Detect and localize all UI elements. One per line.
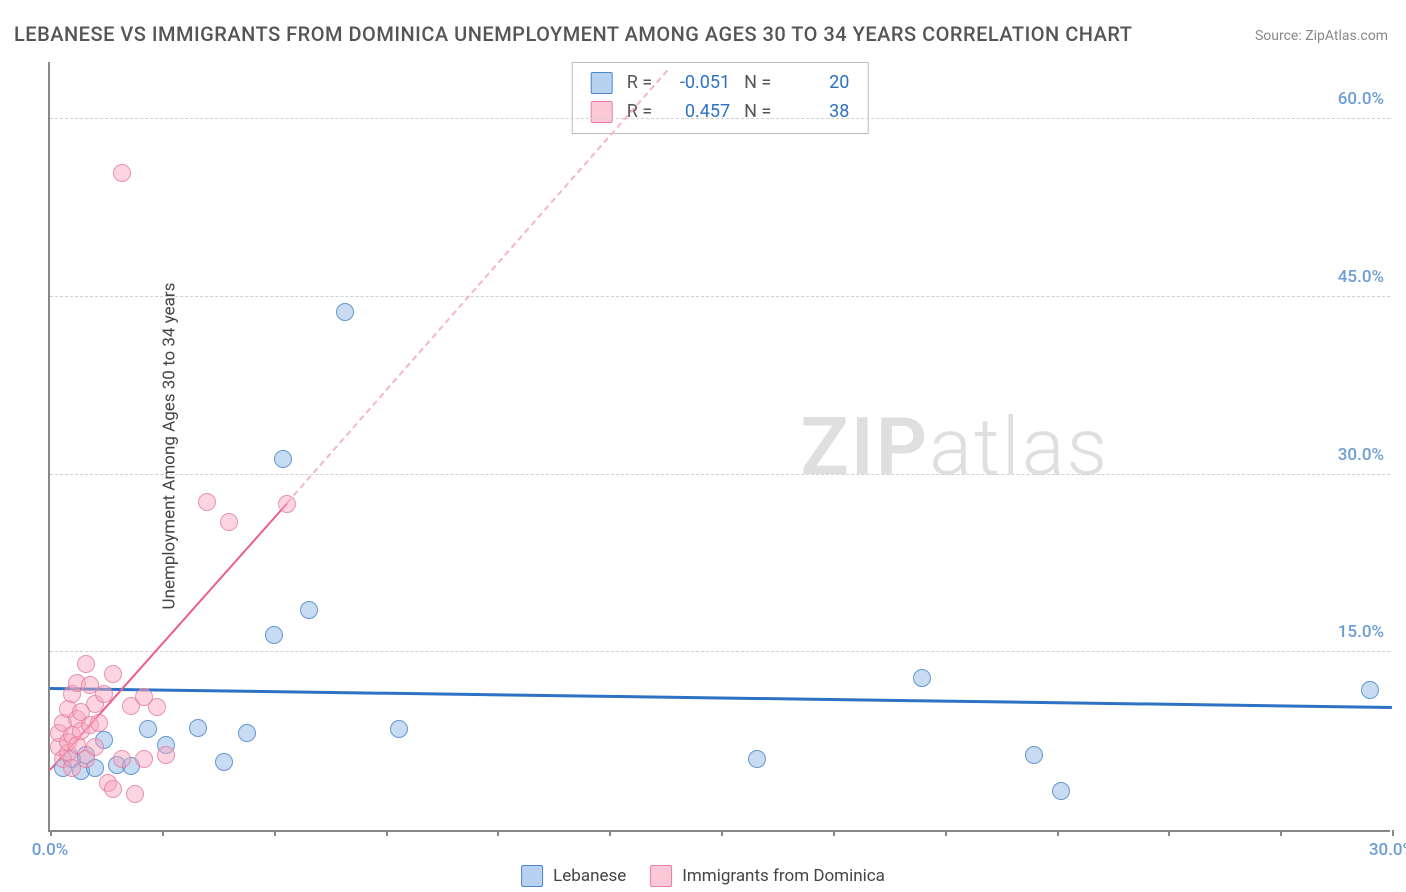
data-point (139, 720, 157, 738)
data-point (86, 738, 104, 756)
legend-item-dominica: Immigrants from Dominica (650, 865, 885, 887)
tick-x (721, 830, 723, 836)
source-attribution: Source: ZipAtlas.com (1255, 28, 1388, 44)
plot-area: ZIPatlas R = -0.051 N = 20 R = 0.457 N =… (48, 62, 1390, 832)
data-point (77, 655, 95, 673)
data-point (220, 513, 238, 531)
data-point (126, 785, 144, 803)
tick-x (1168, 830, 1170, 836)
data-point (215, 753, 233, 771)
stat-n-label: N = (744, 69, 771, 98)
data-point (300, 601, 318, 619)
x-tick-label: 30.0% (1369, 840, 1406, 860)
data-point (278, 495, 296, 513)
stat-n-value: 38 (785, 98, 849, 127)
tick-x (1392, 830, 1394, 836)
data-point (1361, 681, 1379, 699)
tick-x (162, 830, 164, 836)
swatch-icon (591, 72, 613, 94)
legend-item-lebanese: Lebanese (521, 865, 626, 887)
data-point (189, 719, 207, 737)
legend: Lebanese Immigrants from Dominica (521, 865, 885, 887)
data-point (238, 724, 256, 742)
data-point (274, 450, 292, 468)
stat-r-value: -0.051 (666, 69, 730, 98)
swatch-icon (650, 865, 672, 887)
swatch-icon (521, 865, 543, 887)
data-point (104, 780, 122, 798)
trend-line (50, 687, 1392, 709)
data-point (113, 164, 131, 182)
data-point (1025, 746, 1043, 764)
gridline-h (50, 651, 1390, 652)
y-tick-label: 45.0% (1338, 267, 1384, 287)
tick-x (609, 830, 611, 836)
tick-x (833, 830, 835, 836)
tick-x (50, 830, 52, 836)
tick-x (497, 830, 499, 836)
data-point (390, 720, 408, 738)
tick-x (1280, 830, 1282, 836)
data-point (1052, 782, 1070, 800)
chart-title: LEBANESE VS IMMIGRANTS FROM DOMINICA UNE… (14, 22, 1133, 46)
stats-row-lebanese: R = -0.051 N = 20 (591, 69, 850, 98)
data-point (748, 750, 766, 768)
gridline-h (50, 474, 1390, 475)
tick-x (945, 830, 947, 836)
data-point (104, 665, 122, 683)
swatch-icon (591, 101, 613, 123)
trend-line (286, 70, 668, 504)
data-point (336, 303, 354, 321)
gridline-h (50, 296, 1390, 297)
x-tick-label: 0.0% (32, 840, 69, 860)
stat-n-label: N = (744, 98, 771, 127)
tick-x (386, 830, 388, 836)
data-point (135, 750, 153, 768)
stat-r-value: 0.457 (666, 98, 730, 127)
watermark: ZIPatlas (800, 400, 1109, 494)
tick-x (1057, 830, 1059, 836)
correlation-chart: LEBANESE VS IMMIGRANTS FROM DOMINICA UNE… (0, 0, 1406, 892)
data-point (265, 626, 283, 644)
gridline-h (50, 118, 1390, 119)
y-tick-label: 60.0% (1338, 89, 1384, 109)
y-tick-label: 15.0% (1338, 622, 1384, 642)
data-point (157, 746, 175, 764)
y-tick-label: 30.0% (1338, 445, 1384, 465)
data-point (148, 698, 166, 716)
stats-box: R = -0.051 N = 20 R = 0.457 N = 38 (572, 62, 869, 134)
legend-label: Lebanese (553, 866, 626, 886)
data-point (90, 714, 108, 732)
legend-label: Immigrants from Dominica (682, 866, 885, 886)
data-point (913, 669, 931, 687)
data-point (113, 750, 131, 768)
tick-x (274, 830, 276, 836)
stat-n-value: 20 (785, 69, 849, 98)
data-point (198, 493, 216, 511)
data-point (95, 685, 113, 703)
